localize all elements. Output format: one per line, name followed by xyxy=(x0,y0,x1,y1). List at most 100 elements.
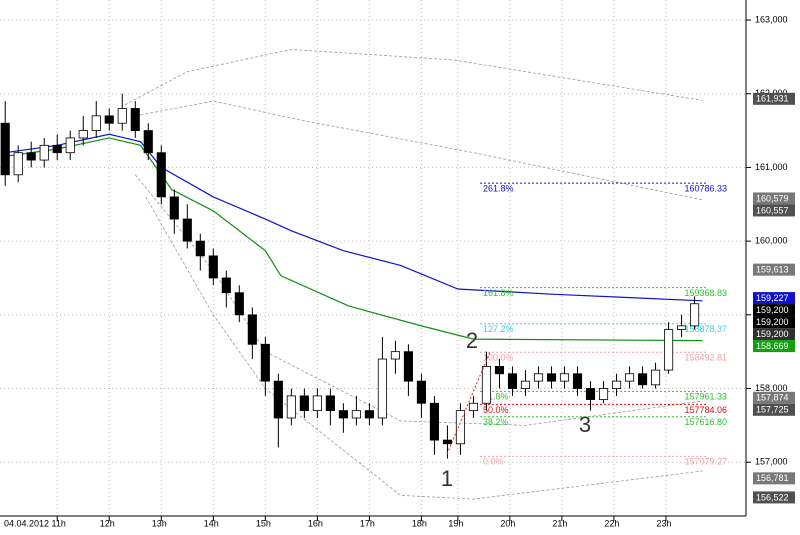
candle-body xyxy=(520,380,531,389)
price-label-box xyxy=(753,304,795,317)
wave-label: 3 xyxy=(579,412,591,437)
candle-body xyxy=(65,137,75,154)
candle-body xyxy=(351,410,361,419)
candle-body xyxy=(598,388,609,400)
price-label: 157,874 xyxy=(756,393,789,403)
candle-body xyxy=(0,122,10,176)
candle-body xyxy=(455,410,466,445)
fib-pct: 100.0% xyxy=(483,353,514,363)
price-label-box xyxy=(753,292,795,305)
price-label: 160,579 xyxy=(756,193,789,203)
candle-body xyxy=(39,144,49,161)
candle-body xyxy=(221,277,231,294)
candle-body xyxy=(273,380,283,419)
price-label-box xyxy=(753,92,795,105)
price-label-box xyxy=(753,316,795,329)
candle-body xyxy=(299,395,309,412)
y-tick-label: 161,000 xyxy=(755,162,788,172)
price-label-box xyxy=(753,263,795,276)
envelope-band xyxy=(145,196,703,500)
moving-average xyxy=(5,133,703,302)
moving-average xyxy=(5,137,703,342)
candle-body xyxy=(585,388,596,400)
candle-body xyxy=(117,108,127,124)
candle-body xyxy=(234,292,244,316)
fib-pct: 61.8% xyxy=(483,392,509,402)
candle-body xyxy=(260,343,270,382)
fib-pct: 38.2% xyxy=(483,417,509,427)
candle-body xyxy=(130,108,140,131)
candle-body xyxy=(416,380,426,404)
x-tick-label: 13h xyxy=(152,518,167,528)
y-tick-label: 157,000 xyxy=(755,457,788,467)
candle-body xyxy=(312,395,322,412)
candle-body xyxy=(208,255,218,279)
candle-body xyxy=(247,314,257,345)
y-tick-label: 163,000 xyxy=(755,14,788,24)
y-tick-label: 158,000 xyxy=(755,383,788,393)
price-label-box xyxy=(753,328,795,341)
price-label: 156,781 xyxy=(756,473,789,483)
fib-price: 157616.80 xyxy=(684,417,727,427)
wave-label: 2 xyxy=(466,328,478,353)
fib-price: 157079.27 xyxy=(684,457,727,467)
candle-body xyxy=(650,369,661,386)
x-tick-label: 14h xyxy=(204,518,219,528)
candle-body xyxy=(91,115,101,131)
price-label: 160,557 xyxy=(756,205,789,215)
envelope-band xyxy=(135,100,703,201)
fib-pct: 161.8% xyxy=(483,288,514,298)
price-label-box xyxy=(753,340,795,353)
candle-body xyxy=(690,303,700,327)
fib-pct: 261.8% xyxy=(483,184,514,194)
price-label: 159,227 xyxy=(756,293,789,303)
candle-body xyxy=(104,115,114,124)
candle-body xyxy=(663,329,674,371)
candle-body xyxy=(468,402,479,412)
candle-body xyxy=(403,351,413,382)
candle-body xyxy=(286,395,296,419)
wave-label: 1 xyxy=(441,466,453,491)
candle-body xyxy=(26,152,36,161)
fib-price: 157784.06 xyxy=(684,405,727,415)
fib-price: 157961.33 xyxy=(684,392,727,402)
candle-body xyxy=(572,373,583,389)
candle-body xyxy=(546,373,557,382)
price-label: 159,200 xyxy=(756,305,789,315)
candle-body xyxy=(390,351,400,360)
fib-price: 158878.37 xyxy=(684,324,727,334)
x-tick-label: 20h xyxy=(500,518,515,528)
price-label-box xyxy=(753,403,795,416)
fib-pct: 0.0% xyxy=(483,457,504,467)
x-tick-label: 12h xyxy=(100,518,115,528)
candle-body xyxy=(507,373,518,389)
price-label-box xyxy=(753,472,795,485)
x-tick-label: 18h xyxy=(412,518,427,528)
x-tick-label: 23h xyxy=(656,518,671,528)
fib-price: 159368.83 xyxy=(684,288,727,298)
price-label-box xyxy=(753,192,795,205)
candle-body xyxy=(481,366,492,404)
candle-body xyxy=(195,240,205,257)
x-tick-label: 15h xyxy=(256,518,271,528)
price-label: 156,522 xyxy=(756,492,789,502)
candle-body xyxy=(624,373,635,382)
candle-body xyxy=(442,439,453,445)
x-tick-label: 16h xyxy=(308,518,323,528)
candle-body xyxy=(377,358,387,419)
candle-body xyxy=(13,152,23,176)
candle-body xyxy=(169,196,179,220)
candle-body xyxy=(429,402,439,441)
price-label-box xyxy=(753,391,795,404)
x-tick-label: 04.04.2012 11h xyxy=(4,518,66,528)
candle-body xyxy=(325,395,335,412)
candle-body xyxy=(143,130,153,154)
candle-body xyxy=(677,325,687,330)
price-label: 159,200 xyxy=(756,329,789,339)
fib-pct: 127.2% xyxy=(483,324,514,334)
x-tick-label: 17h xyxy=(360,518,375,528)
candle-body xyxy=(533,373,544,382)
y-tick-label: 160,000 xyxy=(755,235,788,245)
